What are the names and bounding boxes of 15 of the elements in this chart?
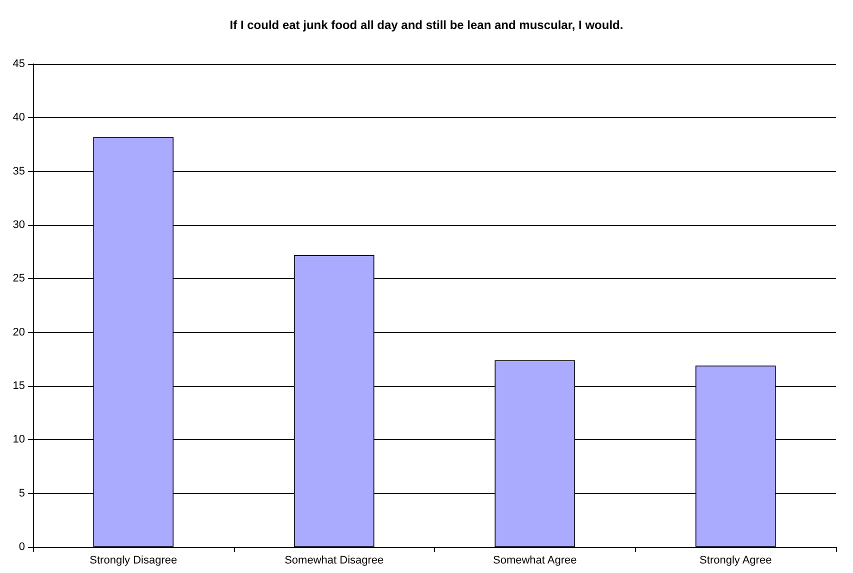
y-tick-label: 0 [18,541,25,553]
y-tick-label: 5 [18,487,25,500]
y-tick-label: 25 [12,272,25,285]
y-tick-label: 40 [12,112,25,124]
y-tick-label: 15 [12,380,25,392]
y-tick-label: 10 [12,434,25,446]
chart-title: If I could eat junk food all day and still be lean and muscular, I would. [230,18,624,32]
y-tick-label: 45 [12,58,25,70]
y-tick-label: 20 [12,326,25,338]
y-tick-label: 30 [12,219,25,231]
x-tick-label: Strongly Agree [700,554,772,566]
x-tick-label: Strongly Disagree [90,554,178,566]
x-tick-label: Somewhat Disagree [284,554,384,566]
x-tick-label: Somewhat Agree [492,554,577,566]
y-tick-label: 35 [12,165,25,178]
